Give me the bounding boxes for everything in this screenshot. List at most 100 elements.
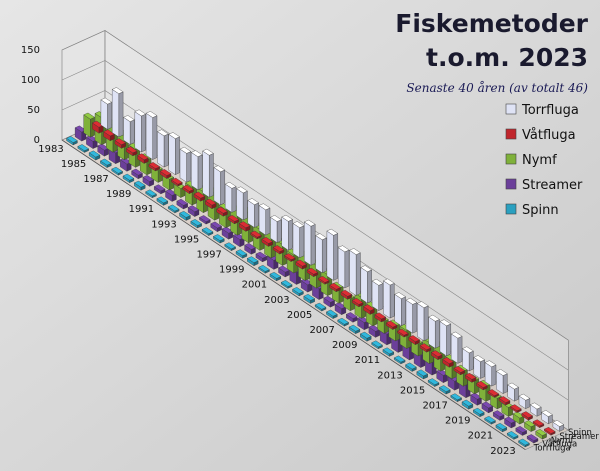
bar-top [134, 109, 147, 117]
bar-top [145, 189, 157, 197]
bar-torrfluga-1986 [134, 109, 147, 153]
bar-streamer-1995 [210, 221, 222, 233]
chart-title-line1: Fiskemetoder [395, 9, 588, 38]
bar-våtfluga-2001 [295, 259, 307, 270]
bar-top [213, 165, 226, 173]
bar-top [238, 221, 251, 228]
bar-torrfluga-2008 [383, 278, 395, 319]
x-tick-label: 2009 [332, 340, 357, 351]
bar-våtfluga-2000 [284, 253, 296, 262]
bar-torrfluga-2014 [450, 331, 463, 364]
bar-top [292, 221, 305, 228]
bar-våtfluga-2018 [487, 389, 500, 398]
bar-top [204, 198, 217, 206]
bar-side [378, 283, 384, 311]
bar-side [423, 305, 429, 342]
bar-spinn-1998 [235, 249, 248, 259]
bar-top [484, 360, 497, 368]
bar-spinn-1997 [224, 242, 236, 252]
bar-front [315, 235, 323, 274]
bar-side [401, 296, 406, 326]
bar-top [405, 297, 418, 305]
x-tick-label: 1993 [151, 219, 176, 230]
bar-top [383, 278, 395, 286]
bar-torrfluga-1983 [100, 97, 113, 130]
bar-top [179, 211, 191, 218]
bar-top [201, 227, 214, 235]
bar-våtfluga-1984 [103, 129, 115, 142]
bar-top [258, 264, 270, 272]
bar-top [329, 282, 341, 290]
bar-våtfluga-1999 [272, 245, 285, 255]
bar-streamer-2009 [368, 324, 381, 338]
bar-front [360, 267, 368, 304]
bar-top [137, 153, 149, 161]
legend-label: Torrfluga [521, 103, 579, 118]
bar-spinn-1988 [122, 173, 135, 184]
bar-side [333, 233, 338, 281]
bar-top [179, 146, 192, 154]
bar-front [191, 152, 199, 191]
bar-top [462, 346, 474, 354]
bar-våtfluga-2006 [351, 297, 364, 308]
bar-torrfluga-1984 [111, 87, 124, 138]
bar-front [247, 200, 255, 228]
bar-streamer-1987 [119, 157, 132, 172]
bar-spinn-1986 [100, 158, 112, 168]
depth-tick-label: Streamer [559, 432, 599, 442]
bar-våtfluga-1989 [159, 169, 172, 179]
x-tick-label: 1983 [38, 144, 63, 155]
bar-spinn-2023 [518, 438, 530, 448]
x-tick-label: 1989 [106, 189, 131, 200]
bar-top [506, 431, 519, 438]
bar-top [167, 204, 180, 212]
bar-top [394, 292, 406, 299]
bar-top [453, 366, 466, 373]
bar-torrfluga-2004 [337, 245, 350, 289]
bar-top [521, 411, 533, 419]
bar-top [359, 331, 372, 339]
bar-top [326, 309, 338, 317]
bar-top [315, 233, 327, 240]
bar-top [199, 215, 211, 222]
bar-torrfluga-2000 [292, 221, 305, 259]
bar-front [326, 230, 334, 281]
x-axis-line [61, 139, 526, 450]
bar-side [468, 350, 474, 372]
bar-side [389, 282, 395, 319]
bar-front [439, 321, 447, 357]
bar-top [518, 438, 530, 446]
bar-side [276, 219, 282, 243]
bar-våtfluga-2008 [374, 312, 387, 323]
legend-label: Nymf [522, 153, 557, 168]
bar-top [280, 280, 293, 287]
bar-top [83, 112, 95, 120]
bar-spinn-1994 [190, 219, 203, 229]
bar-top [171, 177, 183, 185]
bar-top [532, 419, 545, 427]
bar-top [442, 357, 454, 364]
bar-front [100, 99, 108, 130]
bar-top [439, 319, 452, 327]
bar-top [487, 389, 500, 396]
y-tick-label: 0 [34, 135, 40, 146]
bar-side [355, 252, 361, 296]
bar-top [405, 362, 417, 370]
bar-spinn-2017 [450, 393, 462, 403]
bar-side [367, 269, 372, 304]
bar-top [261, 236, 274, 244]
bar-top [510, 404, 522, 411]
bar-top [77, 144, 90, 151]
bar-torrfluga-2016 [473, 355, 486, 379]
bar-våtfluga-2017 [476, 381, 488, 391]
bar-front [349, 249, 357, 296]
bar-streamer-2007 [345, 312, 358, 323]
bar-våtfluga-2019 [498, 396, 511, 406]
bar-side [209, 153, 214, 198]
bar-top [340, 289, 353, 297]
bar-top [371, 340, 383, 348]
bars [66, 87, 565, 448]
x-tick-label: 2019 [445, 416, 470, 427]
bar-våtfluga-2011 [408, 335, 420, 346]
bar-spinn-2010 [371, 340, 383, 350]
